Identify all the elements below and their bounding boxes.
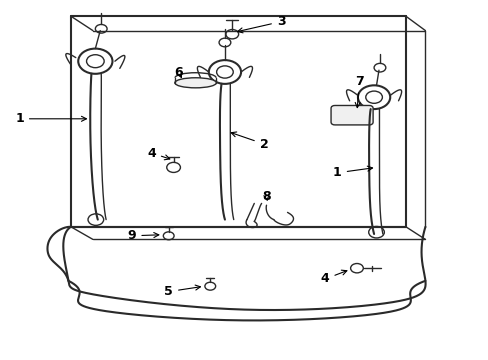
Text: 9: 9	[127, 229, 159, 242]
Text: 3: 3	[237, 15, 285, 33]
Text: 1: 1	[15, 112, 86, 125]
Text: 4: 4	[147, 147, 169, 160]
Text: 4: 4	[320, 270, 346, 285]
Ellipse shape	[175, 78, 216, 88]
Text: 7: 7	[354, 75, 363, 108]
Text: 8: 8	[262, 190, 270, 203]
Text: 5: 5	[164, 285, 200, 298]
Text: 1: 1	[332, 166, 372, 179]
Text: 6: 6	[174, 66, 183, 78]
Text: 2: 2	[231, 132, 268, 150]
FancyBboxPatch shape	[330, 105, 372, 125]
